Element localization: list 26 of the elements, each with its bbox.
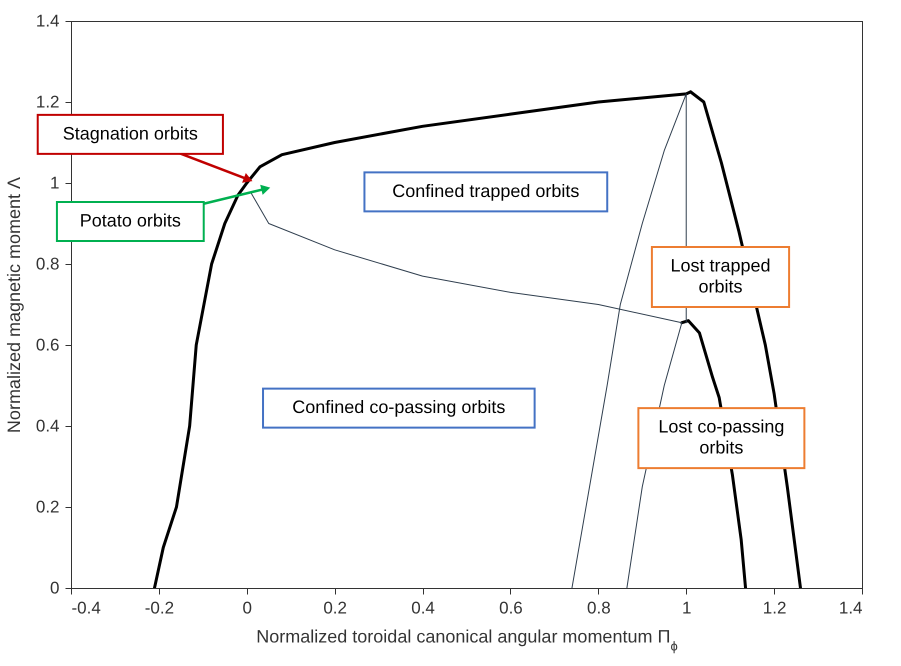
x-tick-label: 0 [242,598,252,618]
y-tick-label: 0.4 [36,416,60,436]
x-tick-label: 1.2 [762,598,786,618]
x-tick-label: 0.8 [587,598,611,618]
annotation: Stagnation orbits [62,123,198,144]
x-tick-label: -0.4 [72,598,101,618]
y-tick-label: 1.2 [36,92,60,112]
x-axis-title: Normalized toroidal canonical angular momentum Π$_{ϕ}$ [256,626,678,653]
annotation: Lost trapped orbits [670,255,771,296]
annotation: Lost co-passing orbits [658,416,784,458]
x-tick-label: 1 [682,598,692,618]
x-tick-label: 0.4 [411,598,435,618]
x-tick-label: 0.6 [499,598,523,618]
annotation: Confined co-passing orbits [292,397,506,418]
y-tick-label: 0.6 [36,336,60,354]
annotation: Confined trapped orbits [392,180,580,201]
y-tick-label: 0.8 [36,254,60,274]
x-tick-label: 1.4 [838,598,862,618]
x-tick-label: 0.2 [323,598,347,618]
y-axis-title: Normalized magnetic moment Λ [4,176,24,434]
y-tick-label: 0 [50,578,60,598]
x-tick-label: -0.2 [144,598,174,618]
y-tick-label: 1 [50,174,60,192]
y-tick-label: 0.2 [36,498,60,516]
annotation: Potato orbits [80,210,181,230]
y-tick-label: 1.4 [36,12,60,30]
